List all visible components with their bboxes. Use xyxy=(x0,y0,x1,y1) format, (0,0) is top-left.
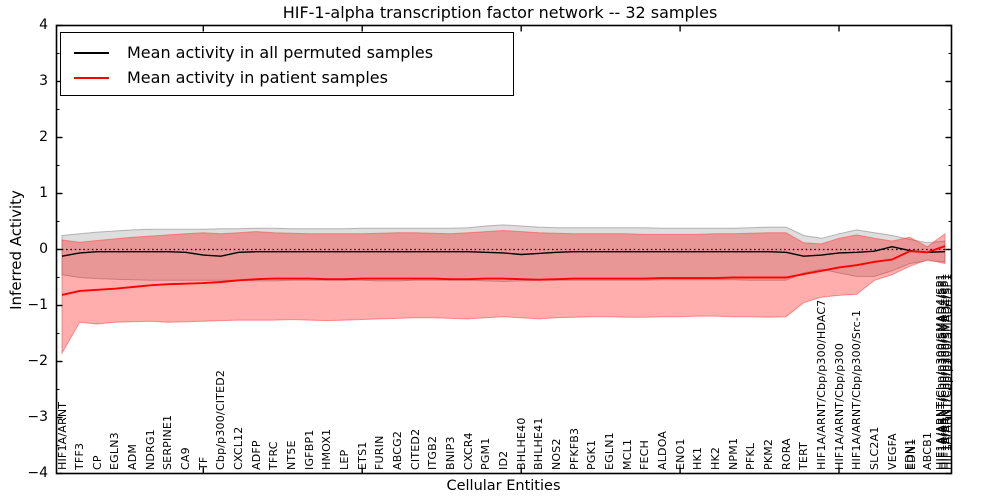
x-entity-label: FECH xyxy=(638,439,652,470)
x-entity-label: NPM1 xyxy=(726,437,740,470)
chart-title: HIF-1-alpha transcription factor network… xyxy=(282,3,718,22)
x-entity-label: CA9 xyxy=(179,447,193,470)
x-entity-label: HIF1A/ARNT/Cbp/p300/HDAC7 xyxy=(814,299,828,471)
x-axis-label: Cellular Entities xyxy=(446,478,561,494)
legend-label-permuted: Mean activity in all permuted samples xyxy=(127,43,434,62)
x-entity-label: PFKL xyxy=(744,442,758,470)
x-entity-label: HK1 xyxy=(691,446,705,470)
x-entity-label: ALDOA xyxy=(655,430,669,470)
x-entity-label: FURIN xyxy=(373,435,387,471)
x-entity-label-overlap: HIF1A/ARNT/Cbp/p300/SMAD4/SP1 xyxy=(936,273,949,470)
x-entity-label: HIF1A/ARNT/Cbp/p300 xyxy=(832,342,846,470)
x-entity-label: ABCB1 xyxy=(920,431,934,470)
x-entity-label: TFRC xyxy=(267,441,281,470)
legend-box: Mean activity in all permuted samples Me… xyxy=(60,32,514,96)
x-entity-label-overlap: HIF1A/ARNT/Cbp/p300/SMAD4/SP1 xyxy=(933,273,947,470)
x-entity-label: HMOX1 xyxy=(320,428,334,470)
x-entity-label: ADFP xyxy=(249,440,263,470)
x-entity-label: LEP xyxy=(338,449,352,470)
x-entity-label: NT5E xyxy=(285,440,299,470)
patient-line-swatch xyxy=(74,76,109,79)
y-tick-label: −3 xyxy=(27,409,48,425)
x-entity-label: HIF1A/ARNT/Cbp/p300/Src-1 xyxy=(850,309,864,470)
x-entity-label: ID2 xyxy=(497,450,510,470)
x-entity-label: SLC2A1 xyxy=(867,426,881,470)
y-tick-label: −2 xyxy=(27,353,48,369)
x-entity-label: EDN1 xyxy=(903,438,917,470)
y-tick-label: 2 xyxy=(39,129,48,145)
x-entity-label: ADM xyxy=(126,443,140,470)
y-axis-label: Inferred Activity xyxy=(7,190,25,310)
x-entity-label: EGLN1 xyxy=(602,432,616,470)
legend-label-patient: Mean activity in patient samples xyxy=(127,68,388,87)
x-entity-label: TERT xyxy=(797,441,811,470)
x-entity-label: NDRG1 xyxy=(143,429,157,470)
x-entity-label: PGK1 xyxy=(585,439,599,470)
x-entity-label: ENO1 xyxy=(673,438,687,470)
x-entity-label: TFF3 xyxy=(73,442,87,470)
x-entity-label-overlap: EDN1 xyxy=(905,438,919,470)
x-entity-label: CITED2 xyxy=(408,428,422,470)
x-entity-label: NOS2 xyxy=(549,438,563,470)
y-tick-label: 3 xyxy=(39,73,48,89)
x-entity-label: IGFBP1 xyxy=(302,429,316,470)
x-entity-label: PKM2 xyxy=(761,438,775,470)
x-entity-label: SERPINE1 xyxy=(161,414,175,470)
y-tick-label: −4 xyxy=(27,465,48,481)
x-entity-label: BNIP3 xyxy=(444,436,458,470)
x-entity-label: ITGB2 xyxy=(426,435,440,470)
x-entity-label: HK2 xyxy=(708,446,722,470)
x-entity-label: CP xyxy=(90,455,104,470)
x-entity-label: RORA xyxy=(779,438,793,470)
x-entity-label: BHLHE40 xyxy=(514,417,528,470)
x-entity-label: PGM1 xyxy=(479,437,493,470)
legend-entry-patient: Mean activity in patient samples xyxy=(61,65,513,90)
x-entity-label: BHLHE41 xyxy=(532,417,546,470)
x-entity-label: Cbp/p300/CITED2 xyxy=(214,369,228,470)
x-entity-label: ABCG2 xyxy=(391,430,405,470)
x-entity-label: MCL1 xyxy=(620,438,634,470)
x-entity-label: HIF1A/ARNT/Cbp/p300/SMAD4/SP1 xyxy=(938,273,952,470)
legend-entry-permuted: Mean activity in all permuted samples xyxy=(61,40,513,65)
x-entity-label: CXCR4 xyxy=(461,432,475,470)
x-entity-label-overlap: HIF1A/ARNT/Cbp/p300/SMAD4/SP1 xyxy=(941,273,954,470)
x-entity-label: EGLN3 xyxy=(108,432,122,470)
x-entity-label: HIF1A/ARNT xyxy=(55,401,69,470)
x-entity-label: TF xyxy=(196,456,210,470)
x-entity-label: VEGFA xyxy=(885,433,899,470)
x-entity-label: PFKFB3 xyxy=(567,427,581,470)
x-entity-label: ETS1 xyxy=(355,441,369,470)
x-entity-label: CXCL12 xyxy=(232,426,246,470)
permuted-line-swatch xyxy=(74,51,109,54)
